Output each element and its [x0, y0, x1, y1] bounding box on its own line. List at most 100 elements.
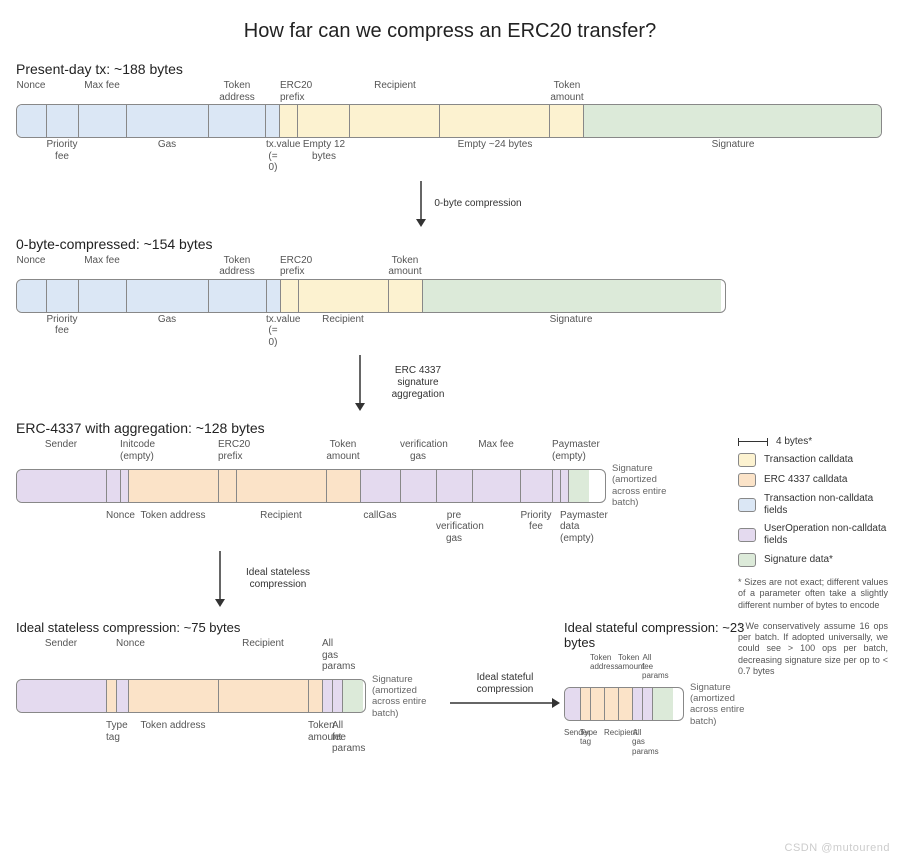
- seg-label-bottom: Signature: [422, 313, 720, 350]
- section-present: Present-day tx: ~188 bytesNonceMax feeTo…: [16, 61, 884, 175]
- seg-label-bottom: [400, 509, 436, 546]
- bar-segment: [565, 688, 581, 720]
- seg-label-top: [520, 438, 552, 463]
- bar-segment: [591, 688, 605, 720]
- seg-label-top: [584, 79, 882, 104]
- seg-label-top: [298, 254, 388, 279]
- seg-label-top: [436, 438, 472, 463]
- bar-segment: [127, 105, 209, 137]
- bar-segment: [389, 280, 423, 312]
- bar-segment: [281, 280, 299, 312]
- seg-label-top: Token amount: [326, 438, 360, 463]
- seg-label-top: [422, 254, 720, 279]
- seg-label-top: Recipient: [218, 637, 308, 674]
- seg-label-top: [298, 79, 350, 104]
- legend-item: Transaction non-calldata fields: [738, 493, 888, 517]
- bar-segment: [401, 470, 437, 502]
- legend-swatch: [738, 453, 756, 467]
- seg-label-bottom: [350, 138, 440, 175]
- section-title: Ideal stateless compression: ~75 bytes: [16, 620, 446, 635]
- scale-label: 4 bytes*: [776, 436, 812, 447]
- seg-label-top: Recipient: [350, 79, 440, 104]
- seg-label-bottom: pre verification gas: [436, 509, 472, 546]
- legend-scale: 4 bytes*: [738, 436, 888, 447]
- seg-label-bottom: Type tag: [580, 727, 590, 757]
- watermark: CSDN @mutourend: [785, 842, 890, 854]
- legend-item: UserOperation non-calldata fields: [738, 523, 888, 547]
- footnote: * Sizes are not exact; different values …: [738, 577, 888, 611]
- seg-label-bottom: Type tag: [106, 719, 116, 756]
- bar-segment: [569, 470, 589, 502]
- bar-segment: [280, 105, 298, 137]
- side-note: Signature (amortized across entire batch…: [690, 682, 764, 728]
- seg-label-top: Token amount: [550, 79, 584, 104]
- seg-label-top: [106, 637, 116, 674]
- seg-label-top: [46, 254, 78, 279]
- seg-label-top: [632, 652, 642, 682]
- bar-segment: [653, 688, 673, 720]
- seg-label-top: Nonce: [16, 79, 46, 104]
- seg-label-bottom: Priority fee: [520, 509, 552, 546]
- bar-segment: [605, 688, 619, 720]
- seg-label-top: ERC20 prefix: [280, 254, 298, 279]
- seg-label-bottom: [472, 509, 520, 546]
- bar-segment: [361, 470, 401, 502]
- legend-item: Signature data*: [738, 553, 888, 567]
- seg-label-bottom: Empty ~24 bytes: [440, 138, 550, 175]
- seg-label-top: Nonce: [16, 254, 46, 279]
- bar-segment: [237, 470, 327, 502]
- seg-label-top: [440, 79, 550, 104]
- seg-label-bottom: Token amount: [308, 719, 322, 756]
- seg-label-bottom: [78, 138, 126, 175]
- seg-label-bottom: tx.value (= 0): [266, 313, 280, 350]
- legend-panel: 4 bytes* Transaction calldata ERC 4337 ca…: [738, 430, 888, 677]
- seg-label-bottom: All fee params: [332, 719, 342, 756]
- bar-segment: [350, 105, 440, 137]
- seg-label-bottom: Priority fee: [46, 313, 78, 350]
- seg-label-bottom: [120, 509, 128, 546]
- side-note: Signature (amortized across entire batch…: [612, 463, 686, 509]
- seg-label-top: Token address: [208, 254, 266, 279]
- bar-segment: [79, 105, 127, 137]
- seg-label-bottom: Recipient: [604, 727, 618, 757]
- seg-label-bottom: All gas params: [632, 727, 642, 757]
- seg-label-bottom: [218, 719, 308, 756]
- seg-label-top: [568, 438, 588, 463]
- bar-segment: [423, 280, 721, 312]
- seg-label-top: [266, 79, 280, 104]
- legend-item: Transaction calldata: [738, 453, 888, 467]
- seg-label-top: Nonce: [116, 637, 128, 674]
- bar-segment: [633, 688, 643, 720]
- seg-label-top: Token address: [590, 652, 604, 682]
- bar-segment: [107, 470, 121, 502]
- legend-label: UserOperation non-calldata fields: [764, 523, 888, 547]
- footnote: * We conservatively assume 16 ops per ba…: [738, 621, 888, 677]
- bar-segment: [209, 280, 267, 312]
- bar-segment: [219, 680, 309, 712]
- bar-segment: [129, 470, 219, 502]
- seg-label-top: Token amount: [618, 652, 632, 682]
- bar-segment: [121, 470, 129, 502]
- arrow-label: Ideal stateless compression: [233, 567, 323, 591]
- bar-segment: [219, 470, 237, 502]
- seg-label-bottom: [388, 313, 422, 350]
- legend-item: ERC 4337 calldata: [738, 473, 888, 487]
- seg-label-bottom: [16, 719, 106, 756]
- bar-segment: [440, 105, 550, 137]
- legend-label: Transaction non-calldata fields: [764, 493, 888, 517]
- seg-label-bottom: [326, 509, 360, 546]
- legend-label: Signature data*: [764, 554, 833, 566]
- seg-label-top: Sender: [16, 438, 106, 463]
- legend-swatch: [738, 498, 756, 512]
- seg-label-top: [128, 438, 218, 463]
- arrow: ERC 4337 signature aggregation: [16, 355, 884, 414]
- bar-segment: [333, 680, 343, 712]
- seg-label-top: ERC20 prefix: [280, 79, 298, 104]
- seg-label-bottom: [552, 509, 560, 546]
- seg-label-top: All fee params: [642, 652, 652, 682]
- seg-label-bottom: [16, 313, 46, 350]
- seg-label-bottom: [590, 727, 604, 757]
- bar-segment: [47, 105, 79, 137]
- seg-label-top: [266, 254, 280, 279]
- bar-segment: [209, 105, 267, 137]
